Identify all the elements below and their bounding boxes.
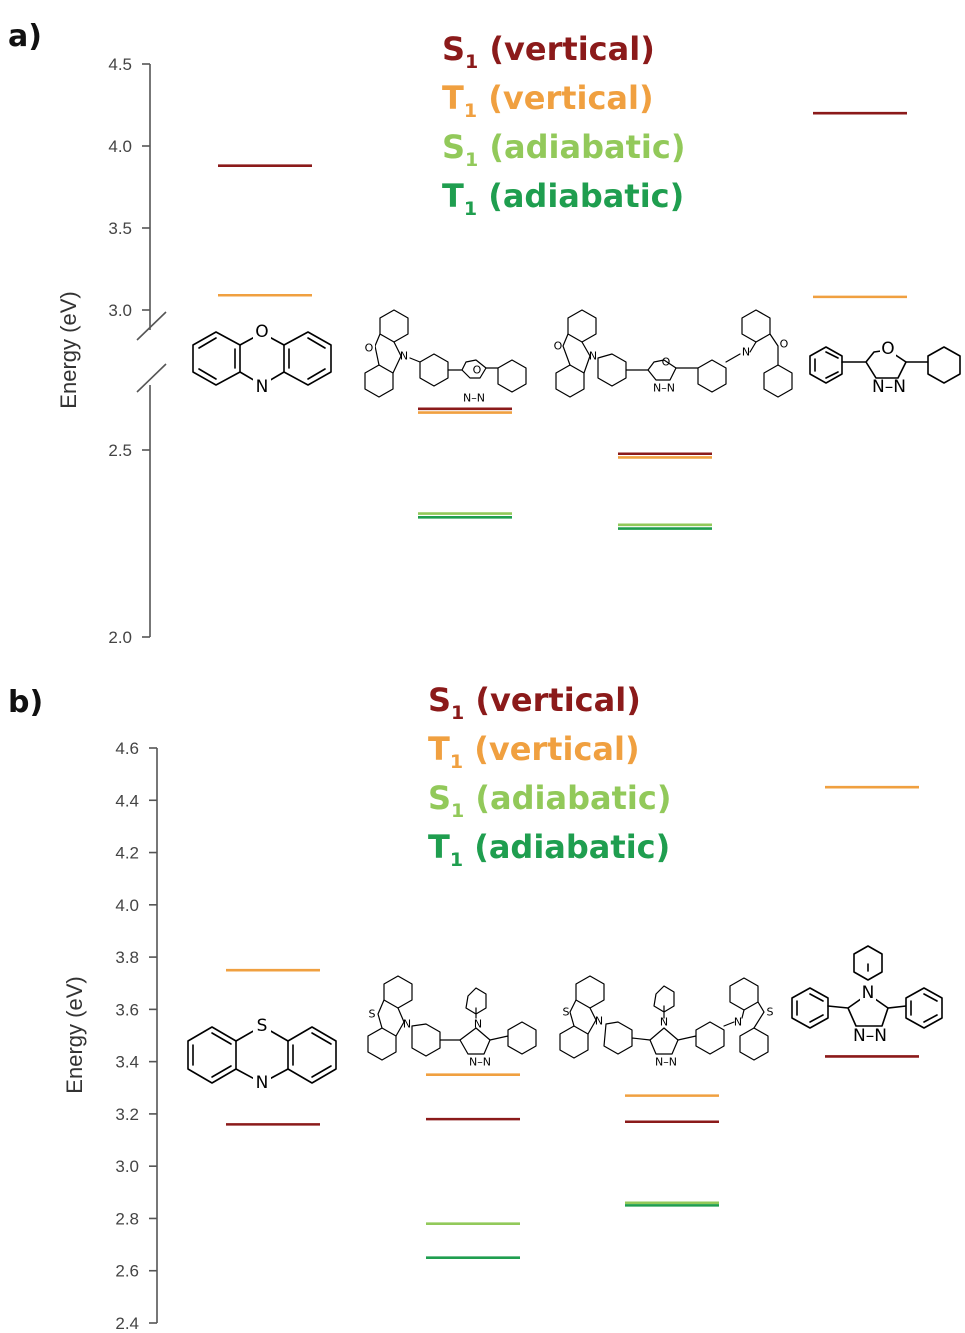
y-tick-label: 4.4 [115, 791, 139, 810]
atom-n: N [660, 1016, 668, 1029]
legend-entry: S1 (vertical) [428, 681, 641, 724]
y-tick-label: 4.5 [108, 55, 132, 74]
atom-s: S [369, 1008, 376, 1021]
y-tick-label: 4.0 [108, 137, 132, 156]
legend-entry: S1 (adiabatic) [442, 128, 685, 171]
panel-a-label: a) [8, 19, 42, 54]
panel-a-molecule-phenoxazine: O N [192, 322, 332, 397]
atom-s: S [767, 1006, 774, 1019]
atom-n: N [256, 1073, 269, 1093]
panel-b-molecule-3: S N N N–N N S [559, 975, 774, 1069]
legend-entry: T1 (vertical) [442, 79, 654, 122]
panel-a-y-label: Energy (eV) [56, 291, 81, 408]
y-tick-label: 3.8 [115, 948, 139, 967]
y-tick-label: 3.0 [108, 301, 132, 320]
panel-b-molecule-triphenyl-triazole: N N–N [791, 945, 943, 1046]
atom-o: O [473, 364, 482, 377]
atom-n: N [595, 1015, 603, 1028]
y-tick-label: 3.0 [115, 1157, 139, 1176]
atom-s: S [257, 1016, 268, 1036]
panel-a-ticks: 4.5 4.0 3.5 3.0 2.5 2.0 [108, 55, 150, 647]
panel-a-molecule-2: O N O N–N [363, 309, 527, 405]
atom-s: S [563, 1006, 570, 1019]
atom-n: N [742, 346, 750, 359]
legend-entry: S1 (adiabatic) [428, 779, 671, 822]
y-tick-label: 4.0 [115, 896, 139, 915]
y-tick-label: 2.6 [115, 1262, 139, 1281]
y-tick-label: 2.8 [115, 1209, 139, 1228]
atom-n: N [589, 350, 597, 363]
panel-b-levels [226, 785, 919, 1259]
atom-o: O [365, 342, 374, 355]
y-tick-label: 4.2 [115, 844, 139, 863]
y-tick-label: 3.5 [108, 219, 132, 238]
panel-b-y-axis: 4.6 4.4 4.2 4.0 3.8 3.6 3.4 3.2 3.0 2.8 2.6 2.4 [115, 739, 158, 1333]
legend-entry: T1 (adiabatic) [428, 828, 670, 871]
panel-b-label: b) [8, 685, 43, 720]
y-tick-label: 2.0 [108, 628, 132, 647]
atom-n: N [403, 1018, 411, 1031]
panel-a-break-mark-lower [136, 363, 167, 393]
panel-b-ticks: 4.6 4.4 4.2 4.0 3.8 3.6 3.4 3.2 3.0 2.8 2.6 2.4 [115, 739, 157, 1333]
atom-nn: N–N [872, 377, 906, 397]
legend-entry: T1 (adiabatic) [442, 177, 684, 220]
atom-nn: N–N [463, 392, 485, 405]
panel-a-levels [218, 111, 907, 530]
atom-o: O [554, 340, 563, 353]
panel-b-legend: S1 (vertical) T1 (vertical) S1 (adiabatic)… [428, 681, 671, 871]
panel-b-molecule-2: S N N N–N [367, 975, 537, 1069]
panel-b-y-label: Energy (eV) [62, 976, 87, 1093]
panel-a-molecule-diphenyl-oxadiazole: O N–N [809, 339, 961, 397]
atom-nn: N–N [853, 1026, 887, 1046]
panel-a-molecule-3: O N O N–N N O [554, 309, 793, 398]
panel-b: b) 4.64.44.24.03.83.63.43.23.02.82.62.4 … [8, 681, 943, 1333]
atom-o: O [780, 338, 789, 351]
panel-a-legend: S1 (vertical) T1 (vertical) S1 (adiabatic)… [442, 30, 685, 220]
atom-n: N [862, 983, 875, 1003]
atom-n: N [400, 350, 408, 363]
y-tick-label: 3.6 [115, 1000, 139, 1019]
y-tick-label: 4.6 [115, 739, 139, 758]
y-tick-label: 3.4 [115, 1053, 139, 1072]
y-tick-label: 3.2 [115, 1105, 139, 1124]
atom-o: O [662, 356, 671, 369]
y-tick-label: 2.5 [108, 441, 132, 460]
panel-a-break-mark-upper [136, 311, 167, 341]
atom-o: O [881, 339, 894, 359]
y-tick-label: 2.4 [115, 1314, 139, 1333]
atom-nn: N–N [653, 382, 675, 395]
legend-entry: S1 (vertical) [442, 30, 655, 73]
legend-entry: T1 (vertical) [428, 730, 640, 773]
atom-n: N [734, 1016, 742, 1029]
atom-nn: N–N [469, 1056, 491, 1069]
atom-nn: N–N [655, 1056, 677, 1069]
atom-n: N [256, 377, 269, 397]
panel-a: a) 4.5 4.0 3.5 3.0 2.5 2.0 Energy (eV) S1 (ve… [8, 19, 961, 647]
atom-n: N [474, 1018, 482, 1031]
panel-b-molecule-phenothiazine: S N [187, 1016, 337, 1093]
atom-o: O [255, 322, 268, 342]
panel-a-y-axis: 4.5 4.0 3.5 3.0 2.5 2.0 [108, 55, 167, 647]
